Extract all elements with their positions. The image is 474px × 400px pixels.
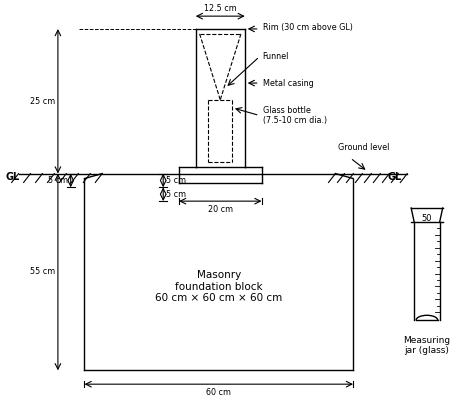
Text: 5 cm: 5 cm: [166, 190, 186, 199]
Text: 50: 50: [422, 214, 432, 223]
Text: Rim (30 cm above GL): Rim (30 cm above GL): [263, 24, 353, 32]
Text: 60 cm: 60 cm: [206, 388, 231, 397]
Text: 12.5 cm: 12.5 cm: [204, 4, 237, 13]
Text: Metal casing: Metal casing: [263, 78, 313, 88]
Text: 20 cm: 20 cm: [208, 205, 233, 214]
Text: 5 cm: 5 cm: [166, 176, 186, 185]
Text: Glass bottle
(7.5-10 cm dia.): Glass bottle (7.5-10 cm dia.): [263, 106, 327, 125]
Text: Measuring
jar (glass): Measuring jar (glass): [403, 336, 450, 355]
Text: Masonry
foundation block
60 cm × 60 cm × 60 cm: Masonry foundation block 60 cm × 60 cm ×…: [155, 270, 283, 303]
Text: 55 cm: 55 cm: [30, 268, 55, 276]
Text: 25 cm: 25 cm: [30, 97, 55, 106]
Text: GL: GL: [6, 172, 20, 182]
Text: GL: GL: [388, 172, 402, 182]
Text: Ground level: Ground level: [338, 143, 390, 152]
Text: 5 cm: 5 cm: [47, 176, 68, 185]
Text: Funnel: Funnel: [263, 52, 289, 61]
